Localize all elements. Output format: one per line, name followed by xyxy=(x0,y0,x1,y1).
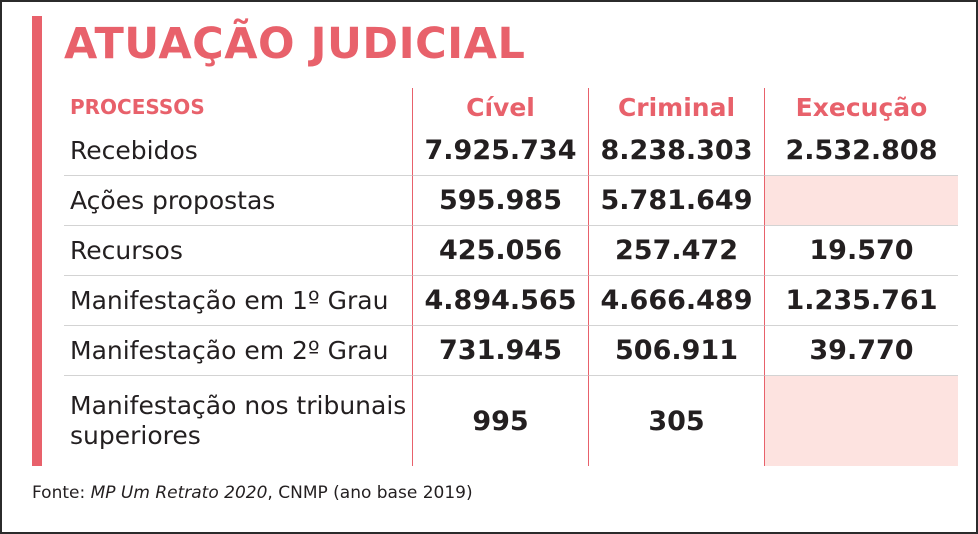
row-label-recebidos: Recebidos xyxy=(64,126,412,176)
header-civel: Cível xyxy=(412,88,588,126)
row-label-recursos: Recursos xyxy=(64,226,412,276)
row-label-manifestacao-2-grau: Manifestação em 2º Grau xyxy=(64,326,412,376)
cell-recursos-criminal: 257.472 xyxy=(588,226,764,276)
source-publication: MP Um Retrato 2020 xyxy=(90,483,268,503)
header-processos: PROCESSOS xyxy=(70,95,205,119)
cell-2grau-criminal: 506.911 xyxy=(588,326,764,376)
source-suffix: , CNMP (ano base 2019) xyxy=(267,483,473,503)
data-table: PROCESSOS Cível Criminal Execução Recebi… xyxy=(64,88,958,466)
cell-acoes-execucao-empty xyxy=(764,176,958,226)
cell-acoes-criminal: 5.781.649 xyxy=(588,176,764,226)
row-label-acoes-propostas: Ações propostas xyxy=(64,176,412,226)
cell-tribunais-execucao-empty xyxy=(764,376,958,466)
cell-2grau-civel: 731.945 xyxy=(412,326,588,376)
header-execucao: Execução xyxy=(764,88,958,126)
cell-recursos-execucao: 19.570 xyxy=(764,226,958,276)
cell-1grau-civel: 4.894.565 xyxy=(412,276,588,326)
infographic-title: ATUAÇÃO JUDICIAL xyxy=(64,19,526,69)
cell-recursos-civel: 425.056 xyxy=(412,226,588,276)
cell-recebidos-civel: 7.925.734 xyxy=(412,126,588,176)
row-label-tribunais-superiores: Manifestação nos tribunais superiores xyxy=(70,391,407,450)
cell-1grau-execucao: 1.235.761 xyxy=(764,276,958,326)
cell-tribunais-civel: 995 xyxy=(412,376,588,466)
cell-recebidos-execucao: 2.532.808 xyxy=(764,126,958,176)
cell-acoes-civel: 595.985 xyxy=(412,176,588,226)
accent-bar xyxy=(32,16,42,466)
cell-recebidos-criminal: 8.238.303 xyxy=(588,126,764,176)
cell-2grau-execucao: 39.770 xyxy=(764,326,958,376)
cell-tribunais-criminal: 305 xyxy=(588,376,764,466)
row-label-manifestacao-1-grau: Manifestação em 1º Grau xyxy=(64,276,412,326)
header-criminal: Criminal xyxy=(588,88,764,126)
cell-1grau-criminal: 4.666.489 xyxy=(588,276,764,326)
source-note: Fonte: MP Um Retrato 2020, CNMP (ano bas… xyxy=(32,478,473,508)
source-prefix: Fonte: xyxy=(32,483,91,503)
